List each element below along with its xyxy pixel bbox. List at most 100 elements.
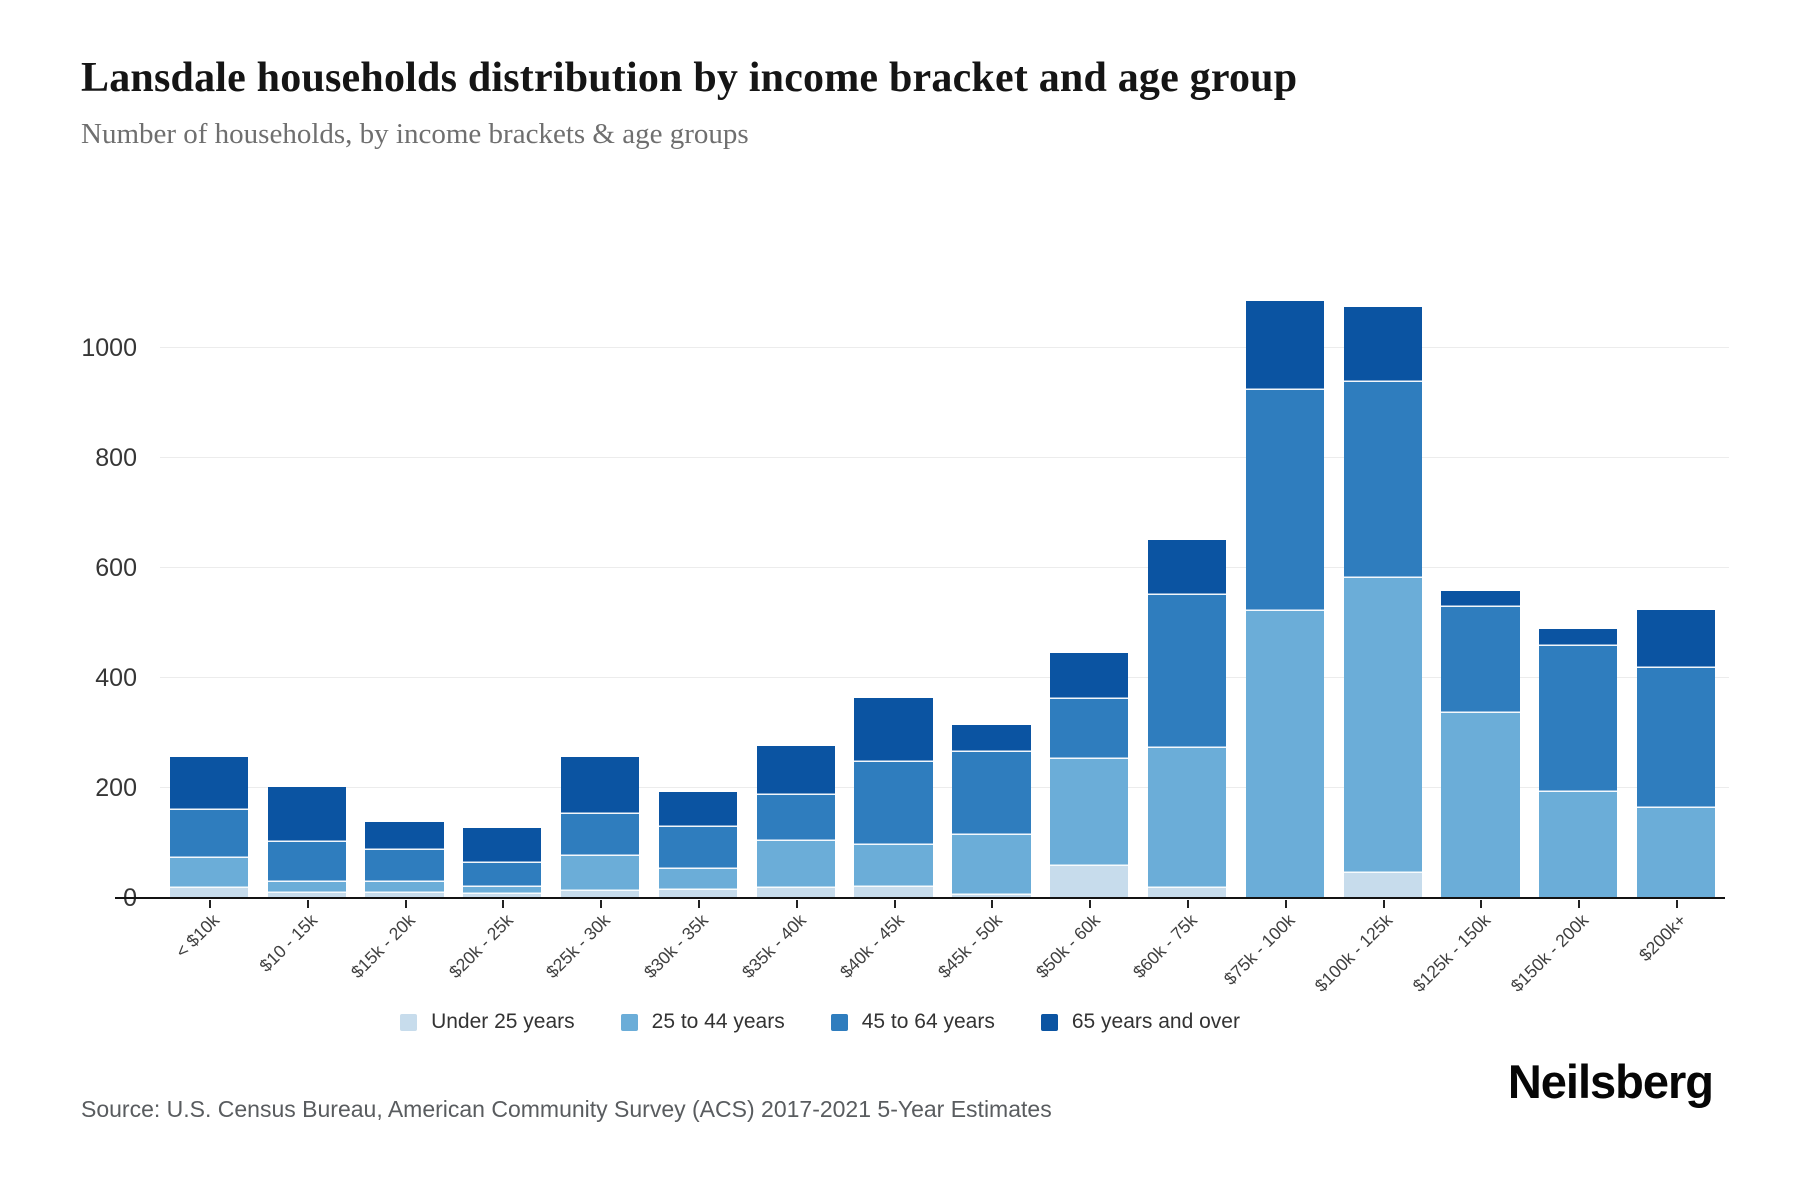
bar-segment-45-to-64-years[interactable] xyxy=(561,813,640,857)
gridline-400 xyxy=(160,677,1729,678)
bar-segment-under-25-years[interactable] xyxy=(561,891,640,898)
bar-$60k - 75k xyxy=(1147,539,1227,898)
x-tick-label: $200k+ xyxy=(1635,910,1691,966)
bar-segment-65-years-and-over[interactable] xyxy=(267,786,346,842)
bar-segment-25-to-44-years[interactable] xyxy=(658,869,738,890)
bar-segment-45-to-64-years[interactable] xyxy=(1636,668,1716,808)
bar-segment-65-years-and-over[interactable] xyxy=(1441,591,1520,607)
bar-segment-65-years-and-over[interactable] xyxy=(1245,301,1324,390)
legend-swatch xyxy=(620,1013,638,1031)
x-axis-tick xyxy=(795,900,798,908)
bar-segment-under-25-years[interactable] xyxy=(1343,873,1422,898)
bar-segment-65-years-and-over[interactable] xyxy=(1343,306,1422,383)
bar-segment-65-years-and-over[interactable] xyxy=(1050,653,1129,700)
bar-segment-45-to-64-years[interactable] xyxy=(1441,606,1520,714)
bar-segment-45-to-64-years[interactable] xyxy=(1147,594,1227,748)
x-tick-label: $125k - 150k xyxy=(1408,910,1495,996)
bar-slot: $30k - 35k xyxy=(640,248,747,982)
bar-< $10k xyxy=(169,757,249,898)
bar-segment-65-years-and-over[interactable] xyxy=(1636,609,1716,669)
legend-swatch xyxy=(830,1013,848,1031)
x-axis-tick xyxy=(1382,900,1385,908)
bar-segment-45-to-64-years[interactable] xyxy=(756,794,835,842)
bar-segment-under-25-years[interactable] xyxy=(365,892,444,898)
bar-slot: $10 - 15k xyxy=(255,248,356,976)
bar-segment-45-to-64-years[interactable] xyxy=(658,826,738,870)
bar-segment-65-years-and-over[interactable] xyxy=(365,822,444,851)
legend: Under 25 years 25 to 44 years 45 to 64 yea… xyxy=(0,1010,1640,1034)
bar-slot: $45k - 50k xyxy=(934,248,1041,982)
bar-segment-under-25-years[interactable] xyxy=(267,892,346,898)
bar-segment-under-25-years[interactable] xyxy=(658,889,738,898)
bar-segment-45-to-64-years[interactable] xyxy=(267,841,346,882)
brand-logo[interactable]: Neilsberg xyxy=(1507,1055,1714,1108)
y-tick-label-1000: 1000 xyxy=(81,334,137,362)
bar-segment-under-25-years[interactable] xyxy=(1147,888,1227,898)
legend-item-25-to-44-years[interactable]: 25 to 44 years xyxy=(620,1010,785,1034)
x-axis-tick xyxy=(697,900,700,908)
x-axis-tick xyxy=(1578,900,1581,908)
bar-segment-65-years-and-over[interactable] xyxy=(854,697,933,762)
bar-segment-45-to-64-years[interactable] xyxy=(1050,699,1129,759)
bar-segment-45-to-64-years[interactable] xyxy=(1343,382,1422,578)
bar-segment-65-years-and-over[interactable] xyxy=(1147,539,1227,595)
bar-slot: $35k - 40k xyxy=(738,248,845,982)
bar-segment-65-years-and-over[interactable] xyxy=(561,757,640,814)
bar-segment-25-to-44-years[interactable] xyxy=(1245,611,1324,898)
bar-segment-under-25-years[interactable] xyxy=(463,893,542,898)
bar-segment-25-to-44-years[interactable] xyxy=(1636,807,1716,898)
bar-$15k - 20k xyxy=(365,822,444,898)
bar-segment-25-to-44-years[interactable] xyxy=(952,834,1031,896)
x-axis-tick xyxy=(1480,900,1483,908)
x-axis-tick xyxy=(502,900,505,908)
bar-segment-25-to-44-years[interactable] xyxy=(267,881,346,893)
bar-segment-65-years-and-over[interactable] xyxy=(169,757,249,811)
legend-item-65-years-and-over[interactable]: 65 years and over xyxy=(1040,1010,1240,1034)
bar-slot: $40k - 45k xyxy=(836,248,943,982)
bar-segment-under-25-years[interactable] xyxy=(756,888,835,898)
bar-segment-25-to-44-years[interactable] xyxy=(854,844,933,887)
bar-segment-25-to-44-years[interactable] xyxy=(463,887,542,894)
x-axis-tick xyxy=(404,900,407,908)
bar-segment-under-25-years[interactable] xyxy=(1050,866,1129,898)
bar-segment-25-to-44-years[interactable] xyxy=(1539,792,1618,898)
legend-item-under-25-years[interactable]: Under 25 years xyxy=(400,1010,575,1034)
bar-segment-65-years-and-over[interactable] xyxy=(463,828,542,864)
bar-segment-65-years-and-over[interactable] xyxy=(952,724,1031,753)
bar-segment-45-to-64-years[interactable] xyxy=(1245,389,1324,612)
x-axis-tick xyxy=(1676,900,1679,908)
bar-segment-65-years-and-over[interactable] xyxy=(756,746,835,795)
bar-segment-25-to-44-years[interactable] xyxy=(1343,577,1422,874)
source-text: Source: U.S. Census Bureau, American Com… xyxy=(81,1096,1052,1122)
x-tick-label: $60k - 75k xyxy=(1129,910,1202,982)
bar-slot: $200k+ xyxy=(1627,248,1725,965)
bar-segment-25-to-44-years[interactable] xyxy=(169,857,249,889)
bar-segment-45-to-64-years[interactable] xyxy=(463,863,542,888)
bar-segment-25-to-44-years[interactable] xyxy=(1147,747,1227,889)
y-axis-labels: 02004006008001000 xyxy=(55,248,137,912)
gridline-800 xyxy=(160,457,1729,458)
bar-segment-65-years-and-over[interactable] xyxy=(658,792,738,827)
bar-$40k - 45k xyxy=(854,697,933,898)
bar-segment-65-years-and-over[interactable] xyxy=(1539,629,1618,647)
bar-slot: $25k - 30k xyxy=(542,248,649,982)
bar-segment-25-to-44-years[interactable] xyxy=(561,856,640,892)
bar-segment-45-to-64-years[interactable] xyxy=(1539,646,1618,793)
y-tick-label-200: 200 xyxy=(95,774,137,802)
bar-$50k - 60k xyxy=(1050,653,1129,898)
bar-segment-45-to-64-years[interactable] xyxy=(854,761,933,845)
bar-slot: $150k - 200k xyxy=(1507,248,1627,996)
bar-segment-45-to-64-years[interactable] xyxy=(169,810,249,858)
bar-segment-25-to-44-years[interactable] xyxy=(1441,713,1520,898)
bar-segment-under-25-years[interactable] xyxy=(169,888,249,898)
legend-item-45-to-64-years[interactable]: 45 to 64 years xyxy=(830,1010,995,1034)
bar-segment-25-to-44-years[interactable] xyxy=(1050,758,1129,867)
bar-segment-25-to-44-years[interactable] xyxy=(756,841,835,889)
bar-segment-45-to-64-years[interactable] xyxy=(952,752,1031,835)
bar-segment-25-to-44-years[interactable] xyxy=(365,882,444,893)
bar-segment-under-25-years[interactable] xyxy=(854,887,933,898)
bars-container: < $10k $10 - 15k $15k - 20k $20k - 25k $25k … xyxy=(160,248,1725,996)
x-axis-tick xyxy=(306,900,309,908)
bar-segment-45-to-64-years[interactable] xyxy=(365,850,444,883)
